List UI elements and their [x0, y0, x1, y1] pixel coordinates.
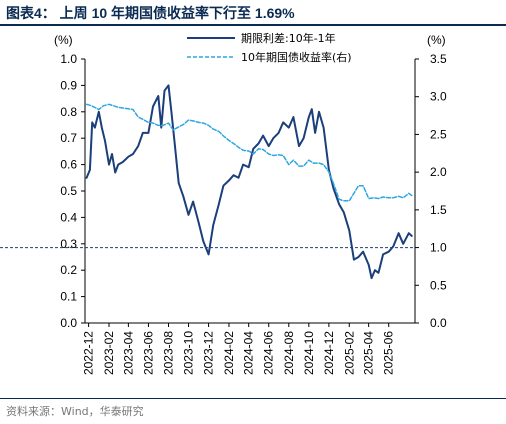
x-tick-label: 2025-04: [362, 331, 376, 375]
title-bar: 图表4： 上周 10 年期国债收益率下行至 1.69%: [0, 0, 506, 24]
left-tick-label: 0.9: [60, 78, 77, 92]
left-tick-label: 1.0: [60, 52, 77, 66]
right-tick-label: 0.0: [430, 316, 447, 330]
x-tick-label: 2025-02: [342, 331, 356, 375]
left-tick-label: 0.2: [60, 263, 77, 277]
right-tick-label: 3.5: [430, 52, 447, 66]
right-tick-label: 2.0: [430, 165, 447, 179]
right-tick-label: 3.0: [430, 90, 447, 104]
left-axis-unit: (%): [54, 33, 73, 47]
right-tick-label: 1.5: [430, 203, 447, 217]
legend-spread-label: 期限利差:10年-1年: [241, 31, 336, 45]
right-tick-label: 2.5: [430, 127, 447, 141]
x-tick-label: 2022-12: [82, 331, 96, 375]
x-tick-label: 2023-12: [202, 331, 216, 375]
legend: 期限利差:10年-1年 10年期国债收益率(右): [187, 31, 352, 64]
left-tick-label: 0.3: [60, 237, 77, 251]
x-tick-label: 2023-06: [141, 331, 155, 375]
x-tick-label: 2023-04: [121, 331, 135, 375]
x-tick-label: 2024-06: [262, 331, 276, 375]
x-tick-label: 2023-10: [182, 331, 196, 375]
yield-series-line: [85, 103, 413, 202]
right-tick-label: 1.0: [430, 241, 447, 255]
figure-title: 图表4： 上周 10 年期国债收益率下行至 1.69%: [6, 5, 295, 21]
right-tick-label: 0.5: [430, 278, 447, 292]
left-tick-label: 0.8: [60, 105, 77, 119]
title-divider: [0, 24, 506, 26]
x-tick-label: 2023-02: [102, 331, 116, 375]
left-tick-label: 0.0: [60, 316, 77, 330]
x-tick-label: 2024-10: [302, 331, 316, 375]
left-tick-label: 0.1: [60, 290, 77, 304]
source-note: 资料来源：Wind，华泰研究: [6, 405, 144, 418]
x-tick-label: 2024-04: [242, 331, 256, 375]
legend-yield-label: 10年期国债收益率(右): [241, 50, 352, 64]
x-tick-label: 2024-02: [222, 331, 236, 375]
x-tick-label: 2024-12: [322, 331, 336, 375]
left-tick-label: 0.6: [60, 158, 77, 172]
axes-group: 0.0 0.1 0.2 0.3 0.4 0.5 0.6 0.7 0.8 0.9 1.0 (%) 0.0 0…: [54, 33, 447, 375]
x-tick-label: 2024-08: [282, 331, 296, 375]
left-tick-label: 0.7: [60, 131, 77, 145]
left-tick-label: 0.5: [60, 184, 77, 198]
x-tick-label: 2025-06: [382, 331, 396, 375]
right-axis-unit: (%): [427, 33, 446, 47]
spread-series-line: [85, 84, 413, 280]
left-tick-label: 0.4: [60, 210, 77, 224]
footer-divider: [0, 398, 506, 399]
line-chart: 0.0 0.1 0.2 0.3 0.4 0.5 0.6 0.7 0.8 0.9 1.0 (%) 0.0 0…: [0, 31, 447, 375]
chart-area: 0.0 0.1 0.2 0.3 0.4 0.5 0.6 0.7 0.8 0.9 1.0 (%) 0.0 0…: [0, 28, 506, 394]
series-group: [85, 84, 413, 280]
x-tick-label: 2023-08: [161, 331, 175, 375]
